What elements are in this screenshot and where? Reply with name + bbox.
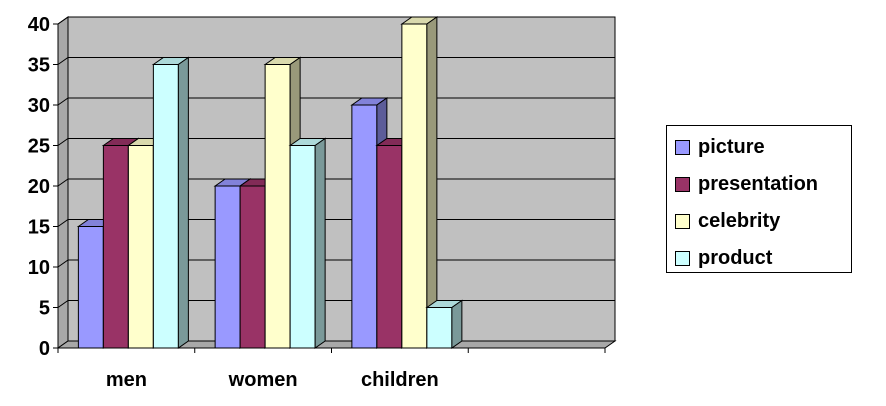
y-tick-label: 5	[39, 298, 50, 320]
category-label-women: women	[228, 369, 298, 391]
bars	[76, 16, 464, 349]
y-tick-label: 15	[28, 217, 50, 239]
y-tick-label: 10	[28, 257, 50, 279]
y-tick-label: 25	[28, 136, 50, 158]
category-label-children: children	[361, 369, 439, 391]
legend-swatch	[675, 213, 690, 229]
y-tick-label: 35	[28, 55, 50, 77]
legend-swatch	[675, 139, 690, 155]
bar-celebrity-children	[400, 16, 439, 349]
y-tick-label: 30	[28, 95, 50, 117]
legend-item-picture: picture	[675, 135, 765, 159]
legend: picture presentation celebrity product	[666, 125, 852, 273]
legend-swatch	[675, 176, 690, 192]
legend-item-celebrity: celebrity	[675, 209, 780, 233]
y-tick-label: 0	[39, 338, 50, 360]
bar-product-women	[288, 137, 327, 349]
legend-label: presentation	[698, 172, 819, 195]
y-tick-label: 40	[28, 14, 50, 36]
legend-label: picture	[698, 135, 765, 158]
bar-product-children	[425, 299, 464, 349]
legend-item-product: product	[675, 246, 772, 270]
legend-item-presentation: presentation	[675, 172, 818, 196]
bar-product-men	[151, 56, 190, 349]
y-tick-label: 20	[28, 176, 50, 198]
category-label-men: men	[106, 369, 147, 391]
legend-label: product	[698, 246, 773, 269]
legend-label: celebrity	[698, 209, 781, 232]
x-axis-categories: men women children	[106, 369, 439, 391]
legend-swatch	[675, 250, 690, 266]
y-axis-ticks: 0 5 10 15 20 25 30 35 40	[28, 14, 50, 360]
